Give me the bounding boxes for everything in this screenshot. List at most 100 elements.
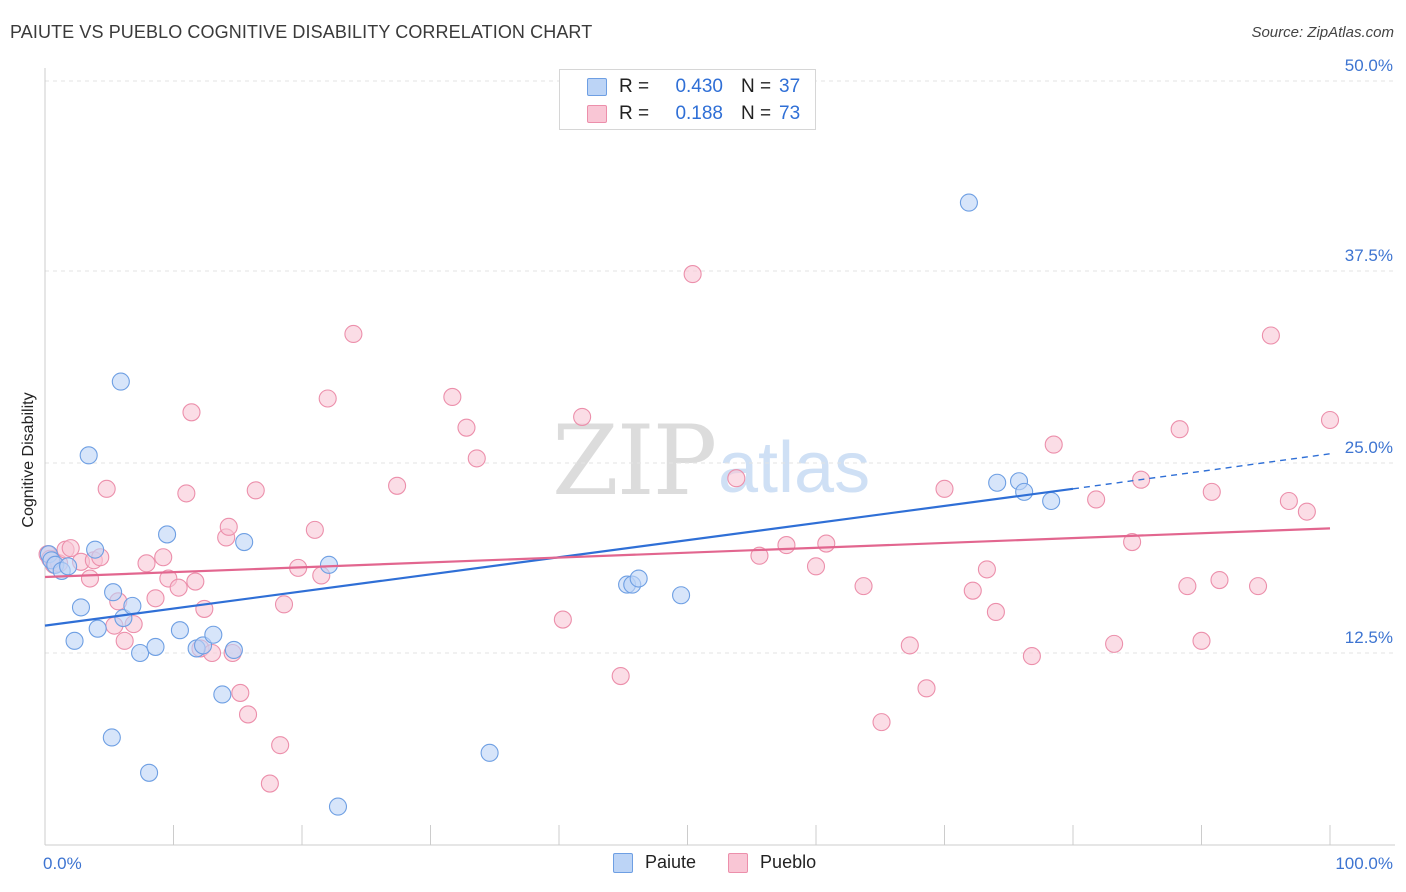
- paiute-point-24: [224, 640, 243, 660]
- pueblo-point-47: [683, 265, 702, 284]
- paiute-point-26: [328, 797, 348, 816]
- pueblo-point-50: [777, 536, 796, 555]
- pueblo-point-16: [146, 589, 165, 608]
- pueblo-point-54: [872, 713, 891, 732]
- paiute-point-16: [140, 763, 159, 782]
- pueblo-point-45: [573, 407, 592, 426]
- paiute-n-label: N =: [741, 76, 772, 97]
- pueblo-point-51: [806, 557, 826, 576]
- pueblo-point-34: [274, 595, 294, 614]
- paiute-point-32: [672, 586, 691, 605]
- watermark-atlas: atlas: [718, 428, 871, 508]
- pueblo-swatch: [587, 105, 607, 123]
- pueblo-trend-line: [44, 527, 1331, 579]
- x-tick-label-max: 100.0%: [1335, 854, 1393, 873]
- pueblo-point-75: [1297, 502, 1316, 521]
- pueblo-point-36: [305, 520, 324, 539]
- y-tick-label-1: 25.0%: [1345, 438, 1393, 457]
- chart-title: PAIUTE VS PUEBLO COGNITIVE DISABILITY CO…: [10, 22, 593, 42]
- paiute-legend-label: Paiute: [645, 852, 697, 872]
- paiute-point-9: [88, 619, 107, 638]
- paiute-point-25: [235, 532, 254, 552]
- pueblo-point-15: [137, 554, 156, 573]
- pueblo-n-value: 73: [779, 103, 801, 124]
- pueblo-point-7: [80, 569, 100, 588]
- pueblo-point-13: [115, 631, 134, 650]
- pueblo-point-19: [169, 578, 188, 597]
- pueblo-point-62: [1044, 435, 1063, 454]
- pueblo-n-label: N =: [741, 103, 772, 124]
- paiute-point-28: [480, 743, 499, 762]
- pueblo-point-30: [238, 705, 258, 724]
- pueblo-point-64: [1105, 634, 1124, 653]
- paiute-point-15: [131, 643, 150, 663]
- pueblo-point-71: [1210, 570, 1229, 590]
- pueblo-point-40: [388, 476, 407, 495]
- pueblo-point-60: [986, 602, 1005, 622]
- pueblo-point-32: [260, 774, 279, 793]
- paiute-point-23: [213, 685, 232, 704]
- paiute-legend-swatch: [613, 852, 633, 873]
- paiute-point-8: [86, 540, 105, 559]
- paiute-point-10: [102, 728, 121, 747]
- pueblo-point-17: [154, 548, 173, 567]
- pueblo-point-42: [457, 418, 476, 437]
- paiute-point-34: [988, 473, 1007, 492]
- legend-row-pueblo: R = 0.188 N = 73: [587, 102, 800, 126]
- pueblo-point-22: [186, 572, 205, 591]
- pueblo-point-58: [963, 581, 982, 600]
- pueblo-point-63: [1087, 490, 1106, 509]
- correlation-legend: R = 0.430 N = 37 R = 0.188 N = 73: [559, 69, 816, 130]
- pueblo-point-33: [271, 736, 290, 755]
- legend-item-pueblo: Pueblo: [728, 852, 816, 873]
- pueblo-point-48: [727, 469, 746, 488]
- pueblo-point-52: [817, 534, 836, 553]
- paiute-point-6: [71, 598, 91, 617]
- pueblo-point-74: [1279, 491, 1298, 511]
- pueblo-point-49: [750, 546, 769, 565]
- paiute-r-value: 0.430: [675, 76, 723, 97]
- pueblo-r-value: 0.188: [675, 103, 723, 124]
- pueblo-point-5: [61, 539, 80, 558]
- pueblo-point-65: [1123, 532, 1142, 552]
- paiute-point-19: [170, 621, 189, 640]
- pueblo-point-55: [900, 636, 919, 655]
- pueblo-point-67: [1170, 420, 1189, 439]
- legend-row-paiute: R = 0.430 N = 37: [587, 75, 800, 99]
- series-legend: Paiute Pueblo: [613, 852, 848, 873]
- paiute-r-label: R =: [619, 76, 650, 97]
- pueblo-point-29: [231, 683, 250, 702]
- pueblo-point-57: [935, 479, 954, 498]
- y-tick-label-2: 37.5%: [1345, 246, 1393, 265]
- pueblo-point-70: [1202, 482, 1221, 501]
- paiute-point-27: [319, 555, 339, 574]
- y-tick-label-3: 50.0%: [1345, 56, 1393, 75]
- pueblo-legend-swatch: [728, 852, 749, 873]
- pueblo-r-label: R =: [619, 103, 650, 124]
- y-axis-label: Cognitive Disability: [20, 392, 37, 528]
- pueblo-point-69: [1192, 631, 1211, 650]
- paiute-point-11: [104, 583, 123, 602]
- pueblo-point-39: [344, 324, 363, 344]
- legend-item-paiute: Paiute: [613, 852, 696, 873]
- pueblo-point-59: [977, 560, 996, 579]
- pueblo-point-44: [553, 610, 572, 629]
- paiute-point-22: [204, 625, 223, 644]
- paiute-point-31: [629, 569, 648, 588]
- paiute-n-value: 37: [779, 76, 801, 97]
- source-credit: Source: ZipAtlas.com: [1251, 24, 1394, 41]
- paiute-point-18: [158, 525, 177, 544]
- pueblo-point-31: [246, 481, 265, 500]
- paiute-point-37: [1042, 491, 1061, 511]
- paiute-point-17: [146, 637, 165, 656]
- pueblo-point-53: [854, 577, 873, 596]
- paiute-point-4: [59, 557, 78, 576]
- pueblo-point-73: [1261, 326, 1280, 345]
- pueblo-point-76: [1320, 410, 1340, 430]
- pueblo-point-41: [443, 387, 462, 407]
- pueblo-point-43: [467, 449, 486, 468]
- pueblo-legend-label: Pueblo: [760, 852, 817, 872]
- x-tick-label-min: 0.0%: [43, 854, 82, 873]
- pueblo-point-68: [1178, 577, 1197, 596]
